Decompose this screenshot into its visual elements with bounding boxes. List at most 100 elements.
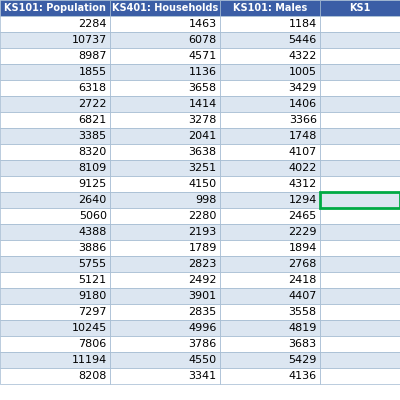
Bar [320,224,400,240]
Text: 2284: 2284 [78,19,107,29]
Text: 9180: 9180 [78,291,107,301]
Text: 4312: 4312 [288,179,317,189]
Bar [110,128,220,144]
Text: 4136: 4136 [289,371,317,381]
Text: 2418: 2418 [288,275,317,285]
Bar [320,112,400,128]
Text: 1294: 1294 [288,195,317,205]
Text: 2492: 2492 [188,275,217,285]
Text: 10737: 10737 [72,35,107,45]
Bar [320,352,400,368]
Text: 4550: 4550 [189,355,217,365]
Bar [110,112,220,128]
Text: 2640: 2640 [78,195,107,205]
Text: 4322: 4322 [288,51,317,61]
Text: 5446: 5446 [288,35,317,45]
Bar [110,192,220,208]
Bar [0,208,110,224]
Bar [110,272,220,288]
Bar [110,288,220,304]
Bar [320,208,400,224]
Bar [320,256,400,272]
Text: 3638: 3638 [189,147,217,157]
Text: 4407: 4407 [288,291,317,301]
Text: 5121: 5121 [79,275,107,285]
Bar [0,352,110,368]
Text: 8109: 8109 [78,163,107,173]
Bar [110,64,220,80]
Bar [0,128,110,144]
Bar [0,336,110,352]
Text: 1406: 1406 [289,99,317,109]
Bar [220,16,320,32]
Bar [320,48,400,64]
Text: KS401: Households: KS401: Households [112,3,218,13]
Bar [0,272,110,288]
Text: 3558: 3558 [289,307,317,317]
Text: 6318: 6318 [79,83,107,93]
Bar [0,176,110,192]
Text: 5429: 5429 [288,355,317,365]
Bar [110,32,220,48]
Text: 2835: 2835 [188,307,217,317]
Bar [110,208,220,224]
Text: 4996: 4996 [188,323,217,333]
Text: 1789: 1789 [188,243,217,253]
Bar [110,336,220,352]
Bar [220,224,320,240]
Bar [220,128,320,144]
Bar [320,80,400,96]
Bar [320,192,400,208]
Bar [320,192,400,208]
Bar [320,176,400,192]
Text: 8987: 8987 [78,51,107,61]
Bar [320,336,400,352]
Bar [110,176,220,192]
Bar [220,304,320,320]
Text: 8320: 8320 [78,147,107,157]
Bar [220,96,320,112]
Bar [220,0,320,16]
Bar [110,96,220,112]
Text: 4388: 4388 [78,227,107,237]
Text: 1748: 1748 [288,131,317,141]
Text: 3251: 3251 [189,163,217,173]
Bar [320,128,400,144]
Bar [0,112,110,128]
Text: 10245: 10245 [72,323,107,333]
Bar [110,240,220,256]
Text: 6078: 6078 [188,35,217,45]
Bar [220,352,320,368]
Bar [110,16,220,32]
Text: 3385: 3385 [79,131,107,141]
Bar [220,64,320,80]
Text: 4571: 4571 [188,51,217,61]
Bar [110,144,220,160]
Text: 7297: 7297 [78,307,107,317]
Text: KS1: KS1 [349,3,371,13]
Bar [320,288,400,304]
Text: 4107: 4107 [288,147,317,157]
Bar [110,224,220,240]
Text: 1463: 1463 [189,19,217,29]
Text: 3786: 3786 [188,339,217,349]
Bar [0,288,110,304]
Bar [320,368,400,384]
Bar [0,304,110,320]
Bar [220,160,320,176]
Bar [320,144,400,160]
Text: 998: 998 [196,195,217,205]
Text: 1184: 1184 [288,19,317,29]
Bar [220,256,320,272]
Bar [0,256,110,272]
Text: 3341: 3341 [189,371,217,381]
Bar [110,160,220,176]
Bar [220,368,320,384]
Bar [0,144,110,160]
Text: 2722: 2722 [78,99,107,109]
Bar [0,16,110,32]
Text: 2465: 2465 [288,211,317,221]
Bar [320,240,400,256]
Bar [220,336,320,352]
Text: 2768: 2768 [288,259,317,269]
